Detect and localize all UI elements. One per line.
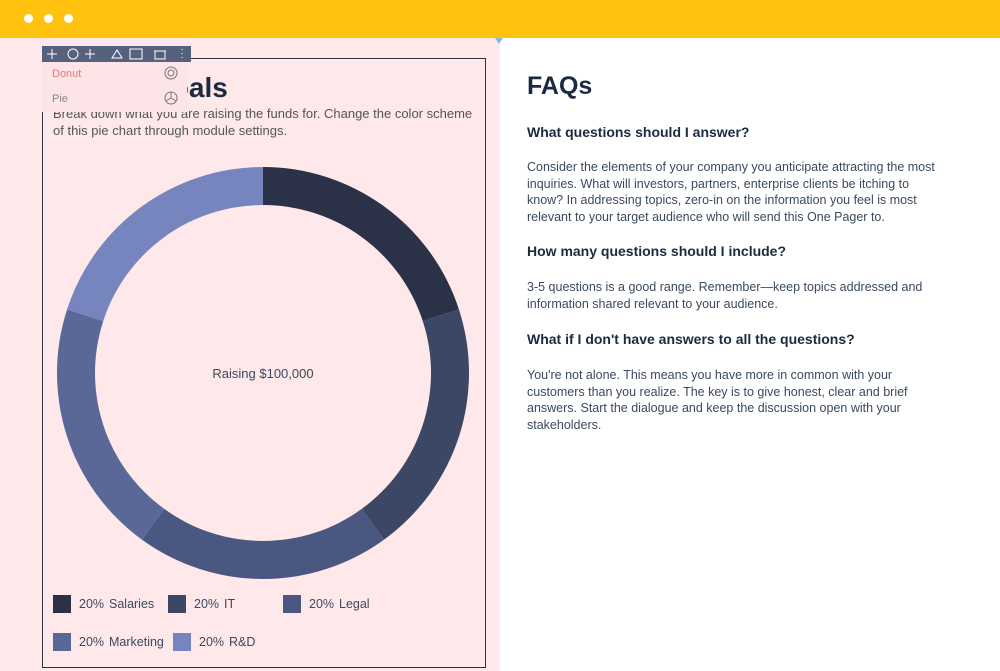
faq-question: What questions should I answer? xyxy=(527,124,750,140)
faq-question: How many questions should I include? xyxy=(527,243,787,259)
window-dot xyxy=(44,14,53,23)
window-bar xyxy=(0,0,1000,38)
legend-value: 20% xyxy=(79,597,104,611)
legend-value: 20% xyxy=(199,635,224,649)
legend-value: 20% xyxy=(309,597,334,611)
legend-swatch xyxy=(53,633,71,651)
legend-label: Marketing xyxy=(109,635,164,649)
legend-label: IT xyxy=(224,597,235,611)
menu-item[interactable]: Pie xyxy=(52,93,68,105)
legend-label: R&D xyxy=(229,635,255,649)
menu-item[interactable]: Donut xyxy=(52,68,82,80)
selection-box[interactable] xyxy=(42,58,486,668)
faq-panel xyxy=(500,38,1000,671)
module-toolbar[interactable] xyxy=(42,46,191,62)
legend-value: 20% xyxy=(79,635,104,649)
window-dot xyxy=(64,14,73,23)
faq-answer: Consider the elements of your company yo… xyxy=(527,160,935,224)
section-title: FAQs xyxy=(527,72,593,100)
legend-swatch xyxy=(173,633,191,651)
menu-icons xyxy=(164,66,178,105)
toolbar-icons xyxy=(47,48,183,60)
chart-type-menu: Donut Pie xyxy=(42,62,187,112)
donut-segment xyxy=(361,309,469,540)
donut-segment xyxy=(141,508,385,579)
donut-segment xyxy=(263,167,459,322)
marker xyxy=(495,38,503,44)
legend-value: 20% xyxy=(194,597,219,611)
legend-swatch xyxy=(168,595,186,613)
donut-segment xyxy=(57,309,165,540)
legend-swatch xyxy=(53,595,71,613)
donut-chart: Raising $100,000 20% Salaries 20% IT 20% Legal… xyxy=(53,167,469,651)
legend-label: Legal xyxy=(339,597,370,611)
faq-answer: 3-5 questions is a good range. Remember—… xyxy=(527,280,923,311)
legend-label: Salaries xyxy=(109,597,154,611)
center-label: Raising $100,000 xyxy=(212,366,313,381)
faq-question: What if I don't have answers to all the … xyxy=(527,331,855,347)
faq-answer: You're not alone. This means you have mo… xyxy=(527,368,908,432)
legend-swatch xyxy=(283,595,301,613)
donut-segment xyxy=(67,167,263,322)
window-dot xyxy=(24,14,33,23)
